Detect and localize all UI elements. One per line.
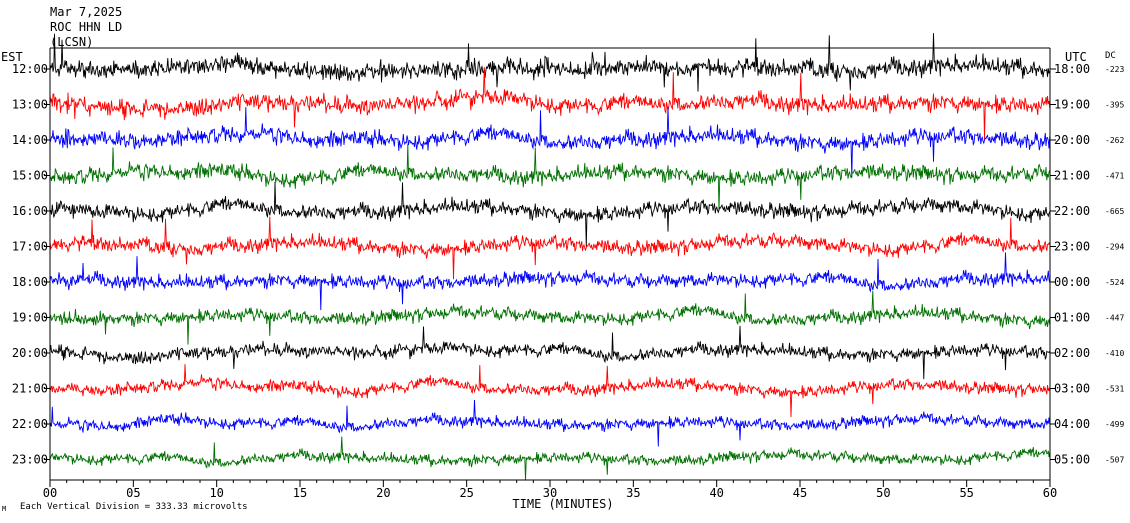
header-filter: (LCSN) <box>50 35 93 49</box>
x-tick-label: 05 <box>126 486 140 500</box>
x-tick-label: 60 <box>1043 486 1057 500</box>
est-time-label: 15:00 <box>12 169 48 183</box>
dc-column-label: DC <box>1105 51 1116 61</box>
trace-layer <box>49 33 1051 481</box>
utc-time-label: 05:00 <box>1054 453 1090 467</box>
x-tick-label: 50 <box>876 486 890 500</box>
est-time-label: 12:00 <box>12 62 48 76</box>
est-time-label: 19:00 <box>12 311 48 325</box>
vertical-scale-note: Each Vertical Division = 333.33 microvol… <box>20 502 248 512</box>
dc-offset-value: -531 <box>1105 385 1124 394</box>
trace-row-2 <box>49 66 1051 140</box>
est-axis-label: EST <box>1 50 23 64</box>
dc-offset-value: -507 <box>1105 456 1124 465</box>
utc-time-label: 22:00 <box>1054 204 1090 218</box>
header-station: ROC HHN LD <box>50 20 122 34</box>
est-time-label: 20:00 <box>12 346 48 360</box>
dc-offset-value: -447 <box>1105 314 1124 323</box>
trace-row-3 <box>49 106 1051 178</box>
utc-time-label: 19:00 <box>1054 98 1090 112</box>
label-layer: Mar 7,2025 ROC HHN LD (LCSN) EST UTC DC … <box>1 5 1124 513</box>
est-time-label: 23:00 <box>12 453 48 467</box>
est-time-label: 13:00 <box>12 98 48 112</box>
utc-time-label: 20:00 <box>1054 133 1090 147</box>
utc-time-label: 00:00 <box>1054 275 1090 289</box>
dc-offset-value: -410 <box>1105 349 1124 358</box>
utc-time-label: 02:00 <box>1054 346 1090 360</box>
trace-row-12 <box>49 436 1051 481</box>
trace-row-7 <box>49 252 1051 311</box>
header-date: Mar 7,2025 <box>50 5 122 19</box>
est-time-label: 14:00 <box>12 133 48 147</box>
trace-row-9 <box>49 325 1051 380</box>
trace-row-1 <box>49 33 1051 92</box>
dc-offset-value: -395 <box>1105 101 1124 110</box>
x-tick-label: 30 <box>543 486 557 500</box>
corner-mark: M <box>2 505 6 513</box>
dc-offset-value: -262 <box>1105 136 1124 145</box>
dc-offset-value: -524 <box>1105 278 1124 287</box>
est-time-label: 17:00 <box>12 240 48 254</box>
dc-offset-value: -294 <box>1105 243 1124 252</box>
trace-row-6 <box>49 216 1051 280</box>
x-tick-label: 45 <box>793 486 807 500</box>
est-time-label: 22:00 <box>12 417 48 431</box>
x-tick-label: 40 <box>709 486 723 500</box>
trace-row-5 <box>49 181 1051 247</box>
axes-layer <box>44 47 1056 487</box>
est-time-label: 16:00 <box>12 204 48 218</box>
x-tick-label: 15 <box>293 486 307 500</box>
x-tick-label: 55 <box>959 486 973 500</box>
est-time-label: 21:00 <box>12 382 48 396</box>
x-tick-label: 35 <box>626 486 640 500</box>
trace-row-8 <box>49 290 1051 345</box>
dc-offset-value: -665 <box>1105 207 1124 216</box>
utc-axis-label: UTC <box>1065 50 1087 64</box>
utc-time-label: 04:00 <box>1054 417 1090 431</box>
x-tick-label: 20 <box>376 486 390 500</box>
x-tick-label: 10 <box>209 486 223 500</box>
utc-time-label: 01:00 <box>1054 311 1090 325</box>
dc-offset-value: -223 <box>1105 65 1124 74</box>
x-tick-label: 00 <box>43 486 57 500</box>
utc-time-label: 03:00 <box>1054 382 1090 396</box>
x-tick-label: 25 <box>459 486 473 500</box>
dc-offset-value: -471 <box>1105 172 1124 181</box>
est-time-label: 18:00 <box>12 275 48 289</box>
trace-row-11 <box>49 399 1051 447</box>
dc-offset-value: -499 <box>1105 420 1124 429</box>
utc-time-label: 21:00 <box>1054 169 1090 183</box>
utc-time-label: 23:00 <box>1054 240 1090 254</box>
trace-row-4 <box>49 143 1051 212</box>
x-axis-title: TIME (MINUTES) <box>512 497 613 511</box>
trace-row-10 <box>49 364 1051 418</box>
utc-time-label: 18:00 <box>1054 62 1090 76</box>
